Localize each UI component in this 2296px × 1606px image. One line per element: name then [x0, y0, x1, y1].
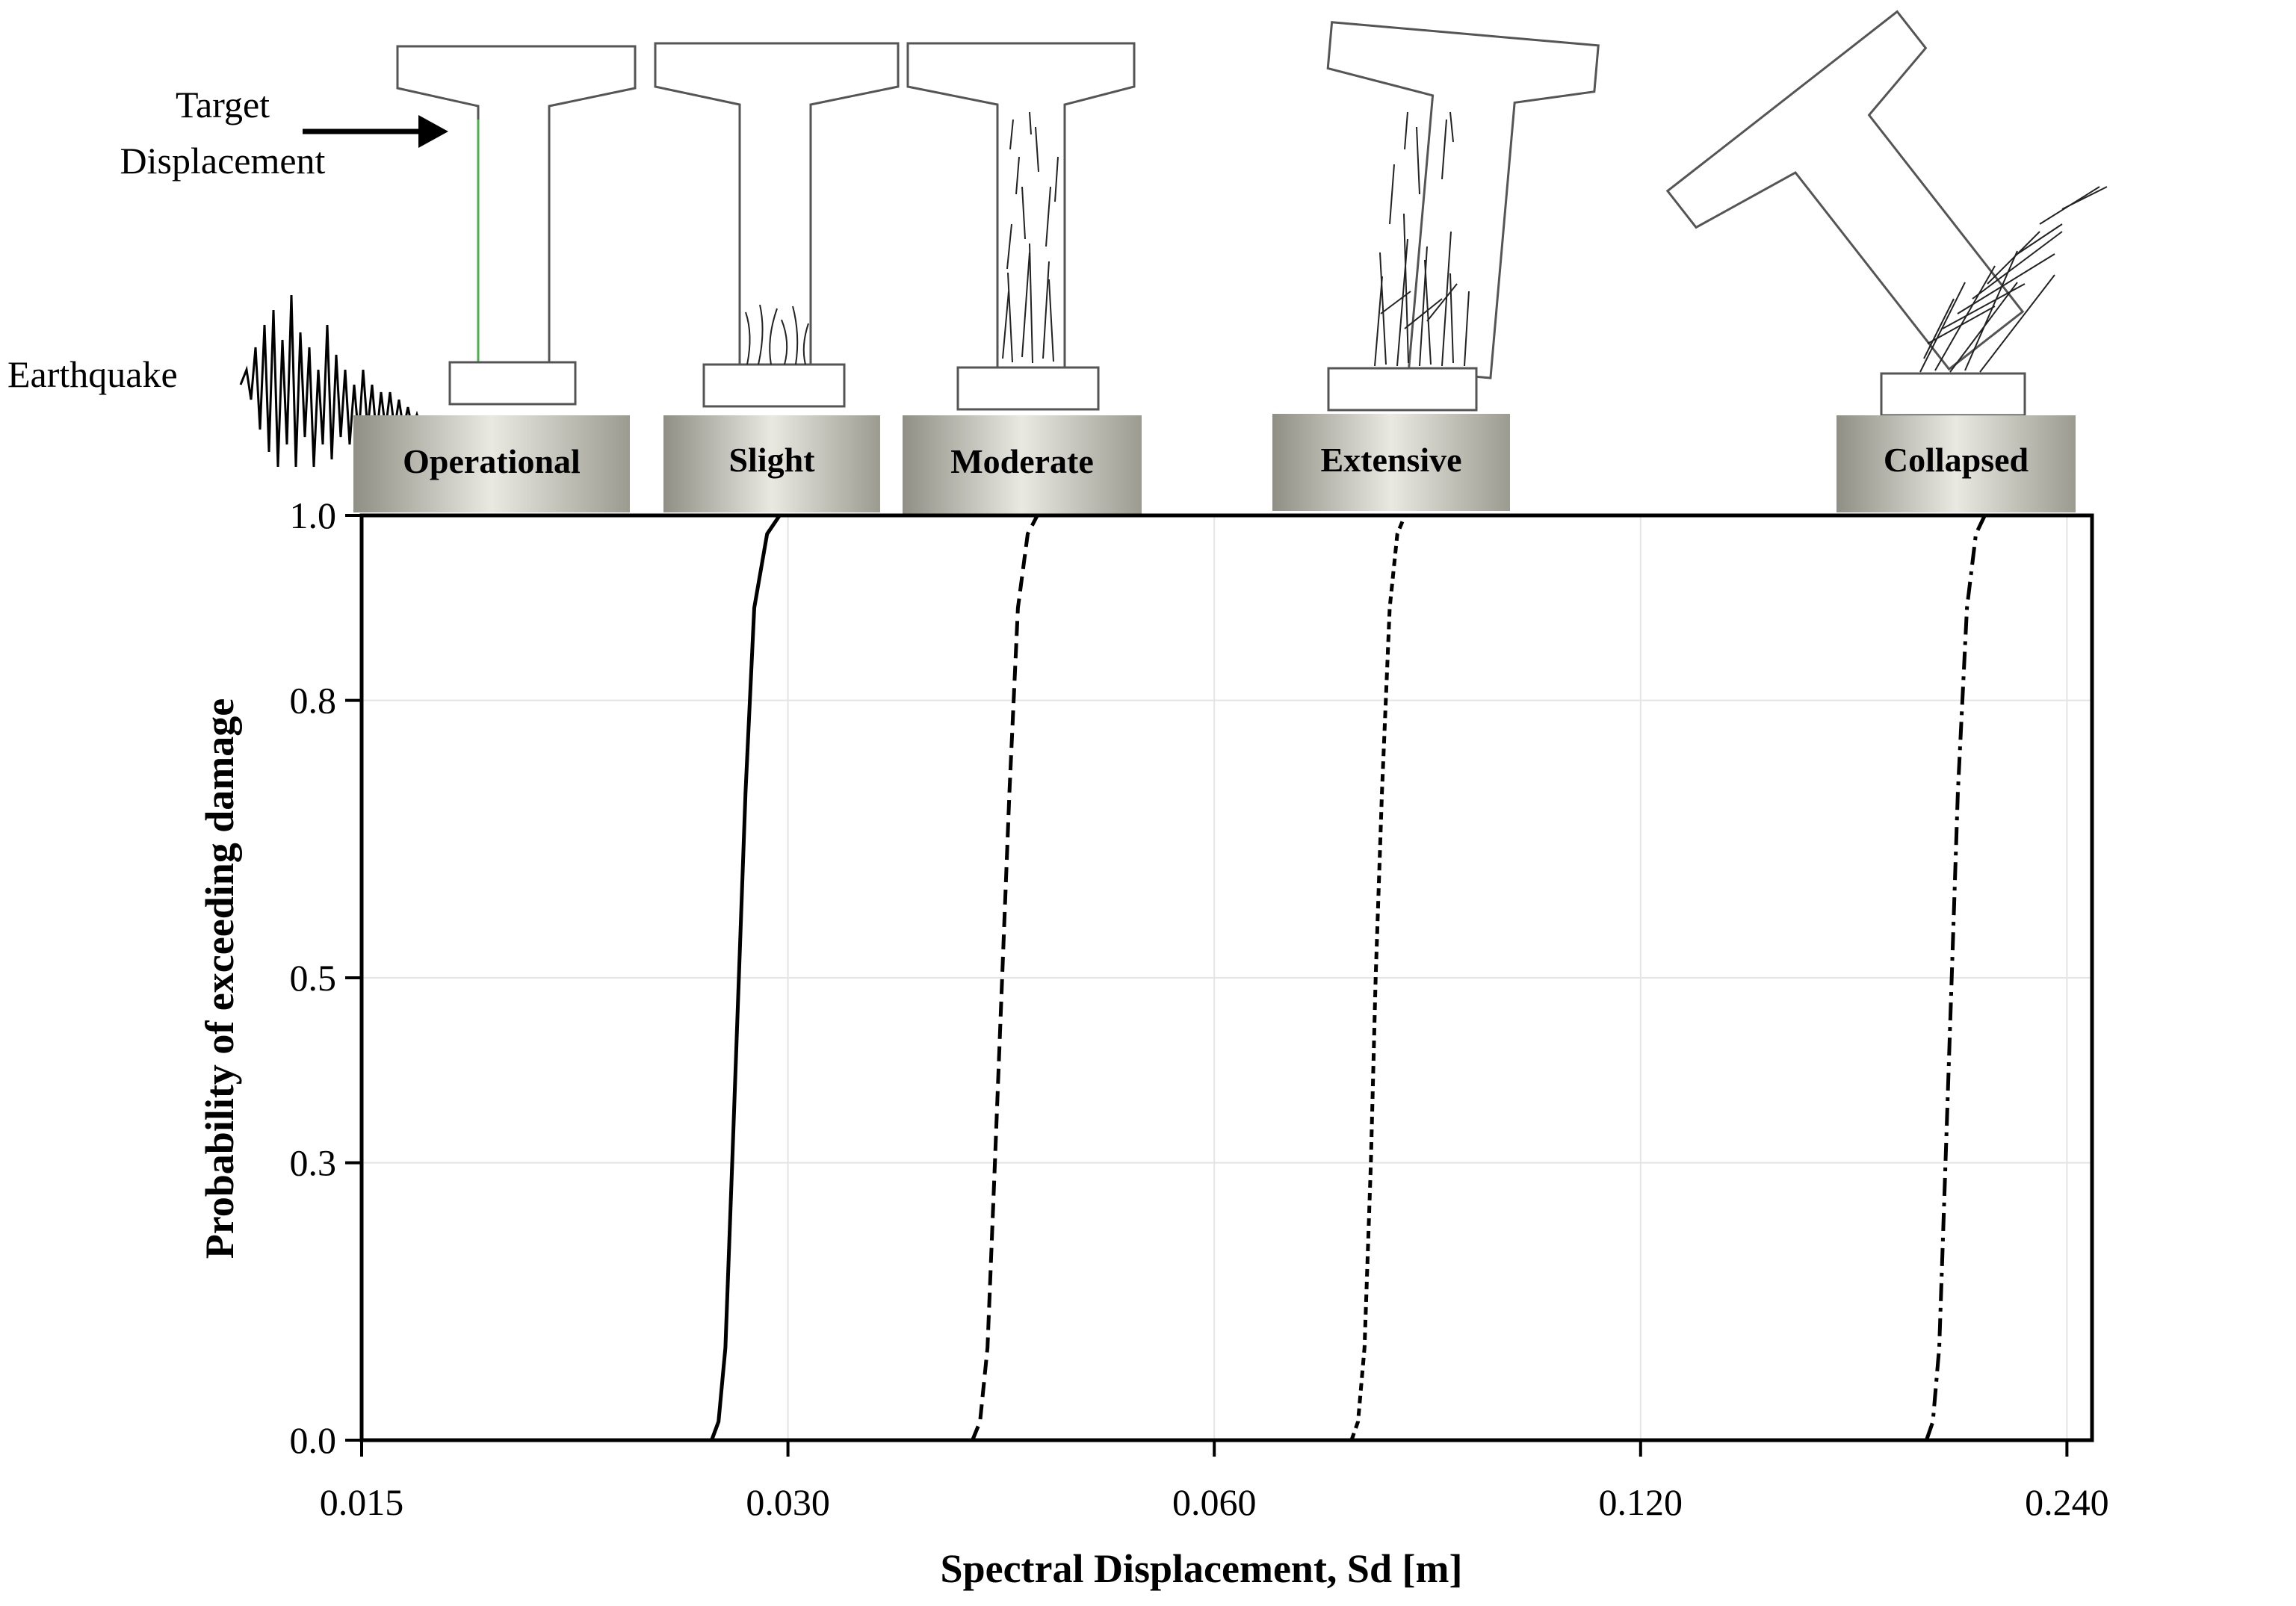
damage-state-collapsed-label: Collapsed: [1884, 441, 2029, 479]
fragility-chart: 0.015 0.030 0.060 0.120 0.240 0.0 0.3 0.5 0.8 1.0…: [197, 494, 2109, 1591]
x-tick-label: 0.030: [746, 1481, 830, 1523]
damage-state-operational-box: Operational: [353, 415, 630, 512]
x-tick-label: 0.240: [2025, 1481, 2109, 1523]
column-slight-illustration: [654, 42, 900, 408]
fragility-curve-4: [1925, 514, 1987, 1441]
y-tick-label: 0.3: [290, 1142, 337, 1184]
y-tick-label: 1.0: [290, 494, 337, 536]
fragility-curve-1: [710, 514, 782, 1441]
column-collapsed-illustration: [1665, 10, 2108, 417]
x-tick-label: 0.015: [320, 1481, 404, 1523]
y-tick-label: 0.8: [290, 680, 337, 722]
damage-state-extensive-box: Extensive: [1272, 414, 1510, 511]
damage-state-collapsed-box: Collapsed: [1837, 415, 2076, 512]
column-operational-illustration: [396, 45, 637, 406]
fragility-curve-3: [1349, 515, 1407, 1441]
chart-ticks: 0.015 0.030 0.060 0.120 0.240 0.0 0.3 0.5 0.8 1.0: [290, 494, 2109, 1523]
target-displacement-label-line2: Displacement: [120, 140, 326, 182]
column-extensive-illustration: [1326, 21, 1600, 412]
chart-series: [710, 514, 1987, 1441]
y-tick-label: 0.5: [290, 957, 337, 999]
x-tick-label: 0.120: [1599, 1481, 1683, 1523]
damage-state-moderate-box: Moderate: [903, 415, 1142, 515]
y-tick-label: 0.0: [290, 1419, 337, 1461]
damage-state-slight-label: Slight: [728, 441, 815, 479]
x-tick-label: 0.060: [1172, 1481, 1257, 1523]
chart-grid: [361, 515, 2092, 1441]
fragility-curve-2: [971, 514, 1039, 1441]
target-arrow-icon: [303, 115, 448, 148]
y-axis-label: Probability of exceeding damage: [197, 698, 242, 1259]
column-moderate-illustration: [906, 42, 1136, 411]
damage-state-slight-box: Slight: [663, 415, 880, 512]
damage-state-extensive-label: Extensive: [1320, 441, 1461, 479]
damage-state-moderate-label: Moderate: [950, 442, 1094, 480]
damage-state-operational-label: Operational: [403, 442, 581, 480]
target-displacement-label-line1: Target: [176, 84, 270, 125]
earthquake-label: Earthquake: [7, 353, 178, 395]
x-axis-label: Spectral Displacement, Sd [m]: [941, 1546, 1463, 1591]
